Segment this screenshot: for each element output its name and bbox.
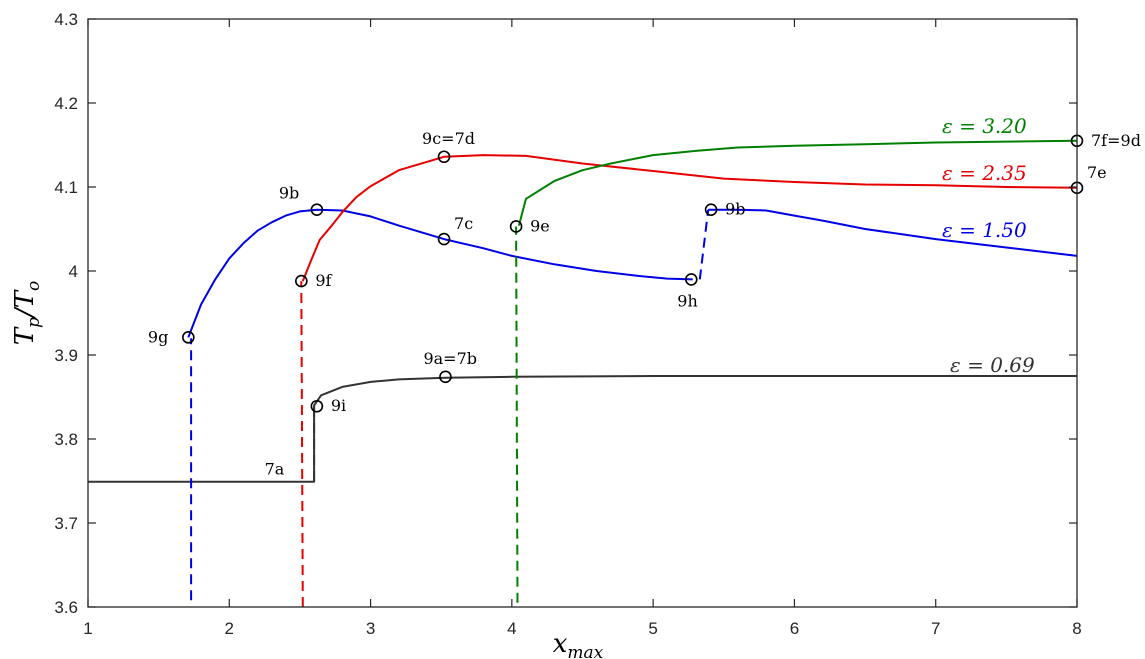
point-label: 7e (1087, 163, 1107, 182)
point-marker (509, 220, 523, 233)
x-tick-label: 6 (790, 619, 799, 638)
marker-layer: 9g 9b 9f 9i 9c=7d 7c 9a=7b 9e 9h 9b 7f=9d 7e (148, 129, 1141, 415)
axes-layer: 1 2 3 4 5 6 7 8 3.6 3.7 3.8 3.9 4 4.1 4.2 4.3 (54, 10, 1081, 638)
x-axis-label-sub: max (567, 643, 603, 659)
y-tick-label: 4 (69, 262, 78, 281)
series-label-layer: ε = 0.69 ε = 1.50 ε = 2.35 ε = 3.20 (942, 114, 1035, 377)
x-tick-label: 2 (225, 619, 234, 638)
point-label: 9i (331, 396, 346, 415)
series-name-label: ε = 1.50 (942, 218, 1027, 242)
series-2-dashed-line (300, 281, 304, 608)
series-1-dashed2-line (698, 209, 710, 280)
y-axis-label: Tp/To (10, 281, 44, 346)
point-marker (704, 203, 718, 216)
point-label: 9b (279, 184, 299, 203)
point-marker (182, 331, 195, 344)
annotation-label: 7a (265, 459, 285, 478)
y-tick-label: 3.9 (54, 346, 78, 365)
x-tick-label: 3 (366, 619, 375, 638)
point-marker (295, 274, 308, 288)
x-axis-label: xmax (553, 629, 604, 659)
series-name-label: ε = 2.35 (942, 161, 1027, 185)
point-label: 9a=7b (423, 349, 477, 368)
y-tick-label: 4.3 (54, 10, 78, 29)
point-marker (437, 232, 451, 246)
y-tick-label: 4.2 (54, 94, 78, 113)
series-0-solid-line (88, 375, 1077, 483)
axes-frame (87, 18, 1078, 608)
annotation-layer: 7a (265, 459, 285, 478)
point-label: 9b (725, 200, 745, 219)
plot-background (88, 19, 1077, 607)
y-tick-label: 4.1 (54, 178, 78, 197)
point-label: 9g (148, 327, 168, 346)
series-3-dashed-line (515, 226, 519, 603)
series-name-label: ε = 0.69 (950, 353, 1035, 377)
x-tick-label: 7 (931, 619, 940, 638)
series-2-solid-line (301, 154, 1078, 282)
x-tick-label: 8 (1072, 619, 1081, 638)
x-tick-label: 1 (83, 619, 92, 638)
point-marker (437, 150, 451, 164)
point-label: 9c=7d (422, 129, 475, 148)
series-layer (88, 139, 1078, 608)
point-marker (310, 203, 324, 216)
y-tick-label: 3.6 (54, 598, 78, 617)
point-marker (310, 399, 324, 413)
x-tick-label: 5 (648, 619, 657, 638)
svg-text:Tp/To: Tp/To (10, 281, 44, 346)
point-label: 9e (530, 216, 550, 235)
point-label: 9f (315, 271, 332, 290)
series-3-solid-line (517, 139, 1078, 226)
series-1-solid2-line (708, 208, 1078, 257)
point-label: 7c (454, 214, 473, 233)
y-tick-label: 3.8 (54, 430, 78, 449)
point-label: 7f=9d (1091, 131, 1141, 150)
point-marker (439, 370, 452, 384)
series-name-label: ε = 3.20 (942, 114, 1027, 138)
series-1-solid-line (187, 208, 693, 338)
point-marker (684, 273, 698, 286)
y-tick-label: 3.7 (54, 514, 78, 533)
x-tick-label: 4 (507, 619, 516, 638)
point-label: 9h (677, 291, 697, 310)
